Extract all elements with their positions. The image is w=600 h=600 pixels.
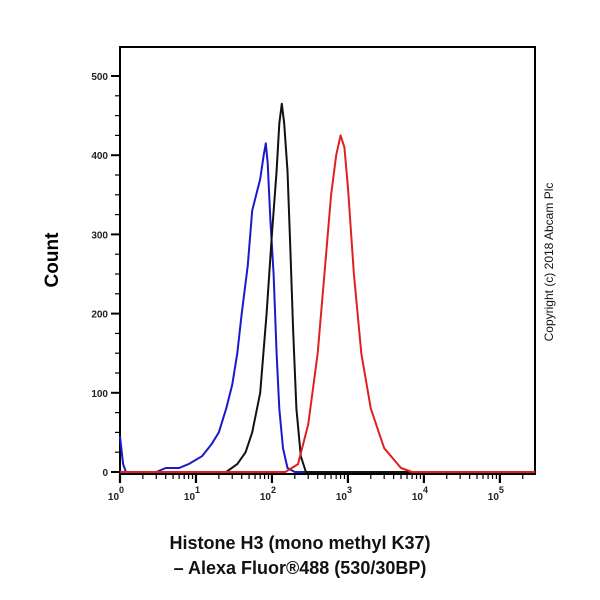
y-tick-label: 100 (91, 389, 108, 400)
chart-title-line-2: – Alexa Fluor®488 (530/30BP) (173, 558, 427, 578)
y-tick-label: 300 (91, 230, 108, 241)
x-tick-label: 101 (184, 485, 200, 503)
y-tick-label: 400 (91, 151, 108, 162)
y-tick-label: 0 (102, 468, 108, 479)
x-tick-label: 103 (336, 485, 352, 503)
histogram-series-1 (120, 102, 535, 473)
y-axis-label: Count (42, 232, 63, 288)
chart-title-line-1: Histone H3 (mono methyl K37) (169, 533, 431, 553)
y-tick-label: 500 (91, 72, 108, 83)
x-tick-label: 104 (412, 485, 428, 503)
x-tick-label: 105 (488, 485, 504, 503)
x-tick-label: 100 (108, 485, 124, 503)
x-tick-label: 102 (260, 485, 276, 503)
y-tick-label: 200 (91, 310, 108, 321)
copyright-text: Copyright (c) 2018 Abcam Plc (542, 183, 556, 342)
plot-frame (119, 46, 536, 475)
histogram-series-0 (119, 142, 535, 473)
histogram-series-2 (120, 134, 535, 473)
